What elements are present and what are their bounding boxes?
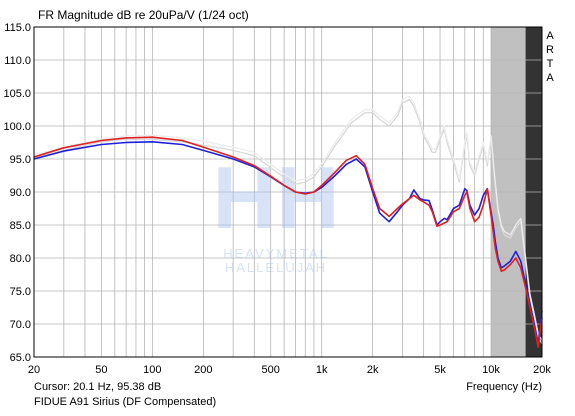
- series-line-0: [33, 98, 543, 345]
- x-tick-label: 1k: [316, 364, 328, 376]
- x-tick-label: 500: [262, 364, 280, 376]
- y-tick-labels: 115.0 110.0 105.0 100.0 95.0 90.0 85.0 80.0 75.0…: [3, 22, 31, 364]
- y-tick-label: 85.0: [10, 220, 31, 232]
- chart-title: FR Magnitude dB re 20uPa/V (1/24 oct): [38, 8, 249, 22]
- x-tick-label: 10k: [482, 364, 500, 376]
- series-lines: [33, 95, 543, 348]
- side-label-letter: T: [547, 58, 554, 70]
- x-tick-label: 20k: [533, 364, 551, 376]
- side-label-letter: A: [546, 72, 554, 84]
- y-tick-label: 80.0: [10, 253, 31, 265]
- side-label-letter: R: [546, 44, 554, 56]
- x-tick-label: 100: [143, 364, 161, 376]
- grid-lines: [34, 27, 542, 357]
- y-tick-label: 100.0: [3, 121, 31, 133]
- x-tick-label: 200: [194, 364, 212, 376]
- y-tick-label: 110.0: [4, 55, 31, 67]
- watermark-logo-mark: HH: [212, 148, 339, 247]
- y-tick-label: 75.0: [10, 286, 31, 298]
- y-tick-label: 65.0: [10, 352, 31, 364]
- y-tick-label: 90.0: [10, 187, 31, 199]
- watermark-logo: HH HEAVYMETAL HALLELUJAH: [212, 148, 339, 275]
- x-tick-label: 5k: [434, 364, 446, 376]
- series-line-3: [33, 136, 543, 348]
- x-tick-label: 50: [95, 364, 107, 376]
- cursor-readout: Cursor: 20.1 Hz, 95.38 dB: [34, 381, 161, 393]
- y-tick-label: 95.0: [10, 154, 31, 166]
- x-tick-label: 2k: [367, 364, 379, 376]
- series-line-1: [33, 95, 543, 341]
- side-label-letter: A: [546, 30, 554, 42]
- x-tick-label: 20: [28, 364, 40, 376]
- device-name: FIDUE A91 Sirius (DF Compensated): [34, 396, 216, 408]
- y-tick-label: 105.0: [3, 88, 31, 100]
- watermark-line-1: HEAVYMETAL: [223, 246, 328, 261]
- plot-frame: [33, 26, 543, 358]
- watermark-line-2: HALLELUJAH: [225, 260, 327, 275]
- x-tick-labels: 20 50 100 200 500 1k 2k 5k 10k 20k: [28, 364, 551, 376]
- x-axis-label: Frequency (Hz): [466, 381, 542, 393]
- y-tick-label: 115.0: [4, 22, 31, 34]
- y-tick-label: 70.0: [10, 319, 31, 331]
